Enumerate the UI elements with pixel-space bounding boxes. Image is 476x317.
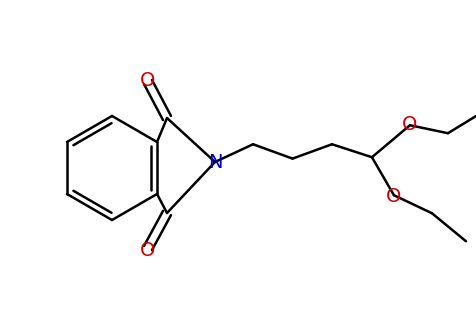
Text: N: N [208,152,222,171]
Text: O: O [140,241,156,260]
Text: O: O [386,187,402,206]
Text: O: O [402,115,417,134]
Text: O: O [140,70,156,89]
